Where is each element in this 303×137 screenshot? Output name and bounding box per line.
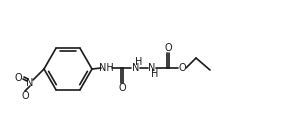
Text: O: O [118, 83, 126, 93]
Text: O: O [164, 43, 172, 53]
Text: N: N [26, 78, 34, 88]
Text: N: N [132, 63, 140, 73]
Text: H: H [151, 69, 159, 79]
Text: NH: NH [98, 63, 113, 73]
Text: O: O [21, 91, 29, 101]
Text: O: O [178, 63, 186, 73]
Text: N: N [148, 63, 156, 73]
Text: O: O [14, 73, 22, 83]
Text: H: H [135, 57, 143, 67]
